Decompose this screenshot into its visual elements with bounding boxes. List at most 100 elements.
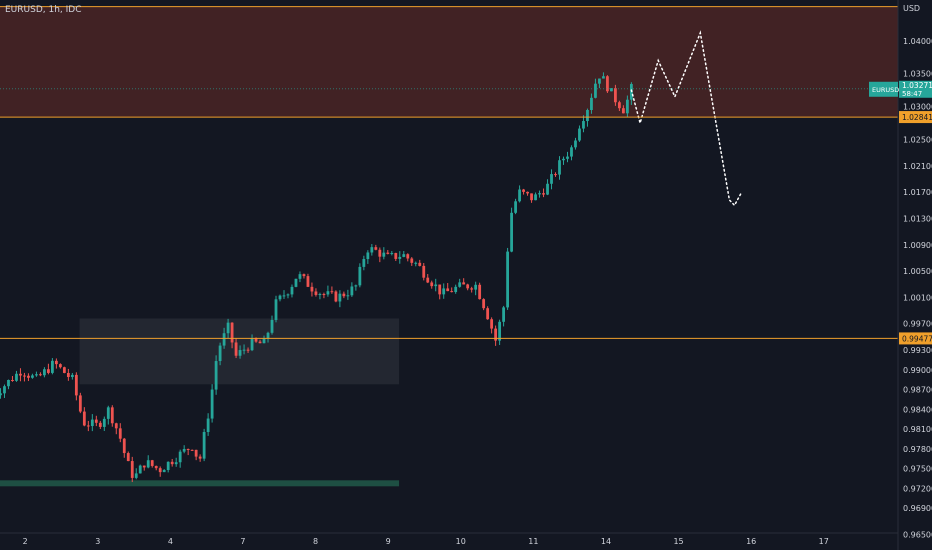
candle-body — [518, 189, 521, 202]
time-tick-label: 8 — [313, 537, 318, 546]
candle-body — [11, 379, 14, 381]
candle-body — [494, 328, 498, 341]
candle-body — [366, 252, 370, 260]
candle-body — [578, 128, 581, 141]
candle-body — [314, 291, 318, 295]
candle-body — [586, 110, 589, 122]
candle-body — [27, 375, 30, 378]
candle-body — [90, 419, 94, 427]
candle-body — [450, 291, 454, 293]
candle-body — [590, 97, 593, 111]
time-tick-label: 14 — [601, 537, 611, 546]
candle-body — [254, 338, 258, 342]
candle-body — [566, 156, 569, 159]
candle-body — [350, 286, 354, 296]
candle-body — [3, 386, 6, 394]
lower-level-tag-value: 0.99477 — [902, 334, 932, 343]
candle-body — [222, 333, 226, 346]
candle-body — [134, 473, 138, 478]
candle-body — [554, 174, 557, 176]
candle-body — [70, 374, 74, 377]
candle-body — [550, 174, 553, 184]
candle-body — [562, 158, 565, 161]
candle-body — [446, 288, 450, 292]
candle-body — [534, 194, 537, 201]
candle-body — [406, 254, 410, 259]
candle-body — [542, 193, 545, 195]
symbol-tag-label: EURUSD — [872, 86, 899, 94]
candle-body — [294, 278, 298, 287]
candle-body — [158, 468, 162, 473]
candle-body — [102, 418, 106, 427]
candle-body — [15, 373, 18, 381]
candle-body — [106, 407, 110, 419]
candle-body — [0, 393, 2, 396]
candle-body — [338, 293, 342, 302]
candle-body — [62, 367, 66, 373]
candle-body — [318, 294, 322, 296]
currency-label: USD — [903, 4, 920, 13]
candle-body — [154, 465, 158, 469]
time-tick-label: 9 — [386, 537, 391, 546]
candle-body — [142, 465, 146, 468]
candle-body — [306, 276, 310, 287]
candle-body — [226, 322, 230, 334]
candle-body — [262, 338, 266, 344]
candle-body — [390, 253, 394, 255]
candle-body — [202, 431, 206, 459]
candle-body — [39, 374, 42, 376]
candle-body — [322, 294, 326, 296]
candle-body — [614, 88, 617, 103]
price-tick-label: 1.00900 — [903, 241, 932, 250]
candle-body — [210, 389, 214, 419]
candle-body — [625, 99, 629, 114]
candle-body — [190, 449, 194, 451]
candle-body — [394, 253, 398, 259]
candle-body — [582, 121, 585, 129]
candle-body — [114, 423, 118, 429]
time-tick-label: 10 — [456, 537, 466, 546]
candle-body — [310, 286, 314, 292]
candle-body — [298, 274, 302, 279]
candle-body — [370, 247, 374, 253]
candle-body — [130, 461, 134, 478]
candle-body — [198, 456, 202, 459]
time-tick-label: 17 — [819, 537, 829, 546]
candle-body — [434, 284, 438, 287]
candle-body — [538, 193, 541, 195]
candle-body — [250, 338, 254, 351]
candle-body — [610, 88, 613, 92]
symbol-tag — [869, 81, 898, 97]
candle-body — [78, 395, 82, 412]
candle-body — [194, 449, 198, 457]
candle-body — [330, 291, 334, 293]
candle-body — [47, 369, 50, 373]
candle-body — [621, 108, 625, 114]
lower-level-tag — [899, 332, 932, 345]
candle-body — [378, 249, 382, 257]
candle-body — [35, 374, 38, 376]
candle-body — [502, 307, 506, 322]
upper-level-tag-value: 1.02841 — [902, 113, 932, 122]
candle-body — [474, 284, 478, 290]
price-tick-label: 1.00500 — [903, 267, 932, 276]
candle-body — [478, 284, 482, 300]
time-tick-label: 11 — [528, 537, 538, 546]
candle-body — [522, 189, 525, 192]
candle-body — [178, 451, 182, 463]
price-tick-label: 0.96500 — [903, 530, 932, 539]
candle-body — [346, 295, 350, 297]
candle-body — [238, 350, 242, 356]
candle-body — [358, 266, 362, 286]
candle-body — [422, 265, 426, 278]
candle-body — [246, 349, 250, 351]
time-tick-label: 16 — [746, 537, 756, 546]
candle-body — [570, 147, 573, 157]
candle-body — [270, 319, 274, 333]
candle-body — [438, 284, 442, 295]
candle-body — [66, 372, 70, 377]
